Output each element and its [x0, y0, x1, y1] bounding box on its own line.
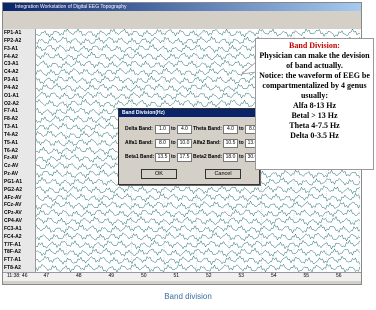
channel-label: O1-A1 — [4, 93, 19, 99]
title-bar: Integration Workstation of Digital EEG T… — [3, 3, 361, 11]
dialog-title: Band Division(Hz) — [119, 109, 257, 117]
eeg-trace — [36, 201, 360, 210]
range-word: to — [239, 140, 244, 146]
time-label: 52 — [206, 273, 212, 279]
channel-label: AFz-AV — [4, 195, 21, 201]
band-label: Alfa2 Band: — [193, 140, 221, 146]
band-from: 1.0 — [155, 125, 170, 134]
channel-label: FC4-A2 — [4, 234, 22, 240]
callout-line: Physician can make the devision of band … — [258, 51, 371, 71]
band-from: 4.0 — [223, 125, 238, 134]
channel-label: CP4-AV — [4, 218, 22, 224]
channel-label: F7-A1 — [4, 108, 18, 114]
dialog-button[interactable]: Cancel — [205, 169, 241, 179]
channel-label: FP1-A1 — [4, 30, 21, 36]
callout-line: Alfa 8-13 Hz — [258, 101, 371, 111]
eeg-trace — [36, 217, 360, 226]
range-word: to — [171, 154, 176, 160]
channel-label: O2-A2 — [4, 101, 19, 107]
channel-label: F3-A1 — [4, 46, 18, 52]
channel-label: C4-A2 — [4, 69, 18, 75]
channel-label: FP2-A2 — [4, 38, 21, 44]
channel-label: PG2-A2 — [4, 187, 22, 193]
range-word: to — [171, 126, 176, 132]
channel-label: T5-A1 — [4, 140, 18, 146]
channel-label: FT8-A2 — [4, 265, 21, 271]
time-label: 53 — [239, 273, 245, 279]
range-word: to — [239, 126, 244, 132]
channel-label: FC3-A1 — [4, 226, 22, 232]
band-label: Beta2 Band: — [193, 154, 222, 160]
band-from: 10.5 — [223, 139, 238, 148]
range-word: to — [239, 154, 244, 160]
band-from: 13.5 — [155, 153, 170, 162]
time-label: 50 — [141, 273, 147, 279]
channel-label: Pz-AV — [4, 171, 18, 177]
callout-line: Delta 0-3.5 Hz — [258, 131, 371, 141]
channel-label: C3-A1 — [4, 61, 18, 67]
channel-label: T8F-A2 — [4, 249, 21, 255]
band-from: 8.0 — [155, 139, 170, 148]
channel-label: Cz-AV — [4, 163, 18, 169]
channel-label: T7F-A1 — [4, 242, 21, 248]
channel-label: T3-A1 — [4, 124, 18, 130]
eeg-trace — [36, 232, 360, 241]
channel-label: Fz-AV — [4, 155, 18, 161]
channel-label: T6-A2 — [4, 148, 18, 154]
band-to: 10.0 — [177, 139, 192, 148]
eeg-trace — [36, 248, 360, 257]
time-label: 48 — [76, 273, 82, 279]
eeg-trace — [36, 193, 360, 202]
band-label: Beta1 Band: — [125, 154, 154, 160]
band-label: Alfa1 Band: — [125, 140, 153, 146]
eeg-trace — [36, 209, 360, 217]
dialog-button[interactable]: OK — [141, 169, 177, 179]
caption: Band division — [0, 292, 376, 301]
channel-label: P3-A1 — [4, 77, 18, 83]
channel-label: PG1-A1 — [4, 179, 22, 185]
range-word: to — [171, 140, 176, 146]
eeg-trace — [36, 256, 360, 265]
time-label: 11:38: 46 — [7, 273, 27, 279]
eeg-trace — [36, 264, 360, 272]
channel-label: T4-A2 — [4, 132, 18, 138]
channel-label: F4-A2 — [4, 54, 18, 60]
channel-label: CPz-AV — [4, 210, 22, 216]
callout-line: Betal > 13 Hz — [258, 111, 371, 121]
channel-label: FCz-AV — [4, 202, 21, 208]
band-from: 18.0 — [223, 153, 238, 162]
time-label: 51 — [174, 273, 180, 279]
band-to: 17.5 — [177, 153, 192, 162]
page: Integration Workstation of Digital EEG T… — [0, 0, 376, 310]
channel-label: F8-A2 — [4, 116, 18, 122]
channel-label: P4-A2 — [4, 85, 18, 91]
band-label: Delta Band: — [125, 126, 153, 132]
time-label: 47 — [44, 273, 50, 279]
eeg-trace — [36, 29, 360, 37]
eeg-trace — [36, 225, 360, 234]
callout-line: Notice: the waveform of EEG be compartme… — [258, 71, 371, 101]
eeg-trace — [36, 185, 360, 193]
channel-label: FT7-A1 — [4, 257, 21, 263]
time-label: 49 — [109, 273, 115, 279]
band-to: 4.0 — [177, 125, 192, 134]
time-label: 56 — [336, 273, 342, 279]
band-label: Theta Band: — [193, 126, 222, 132]
callout-title: Band Division: — [258, 41, 371, 51]
time-label: 54 — [271, 273, 277, 279]
callout-line: Theta 4-7.5 Hz — [258, 121, 371, 131]
callout: Band Division: Physician can make the de… — [255, 38, 374, 170]
time-label: 55 — [304, 273, 310, 279]
